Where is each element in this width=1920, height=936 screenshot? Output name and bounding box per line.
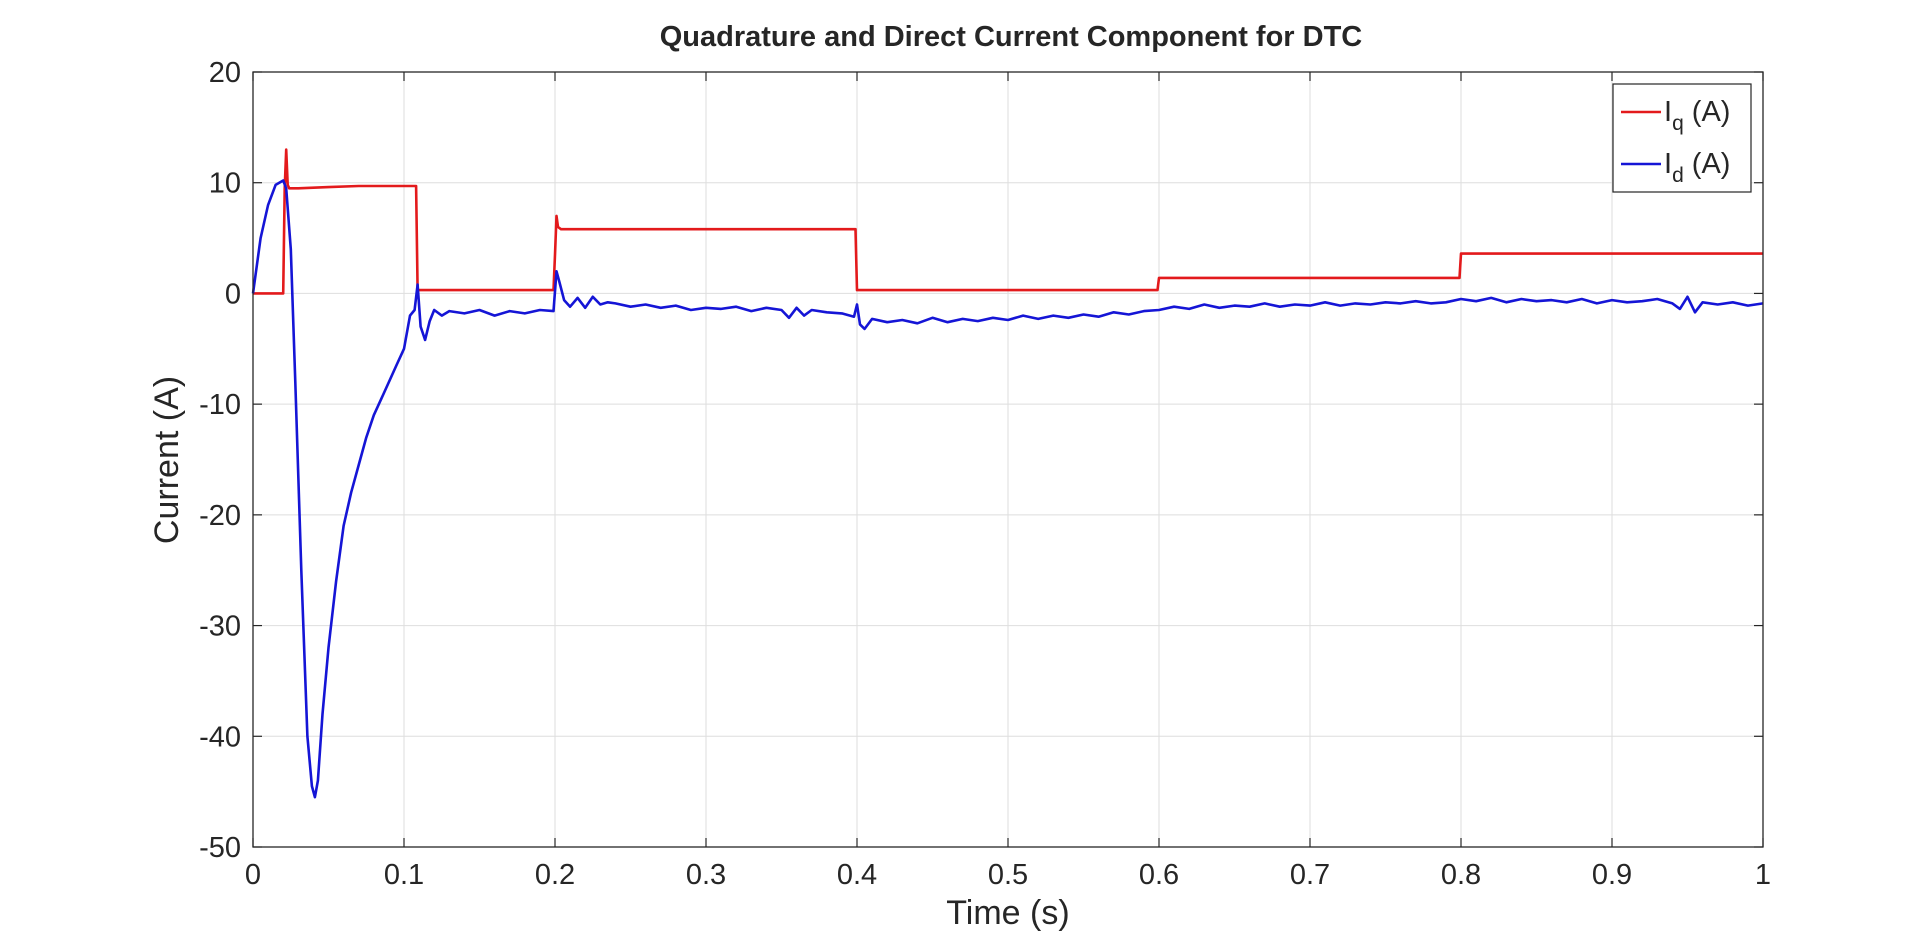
series-line-d	[251, 179, 1764, 799]
series-layer	[251, 148, 1764, 799]
x-tick-label: 0.7	[1290, 859, 1330, 891]
legend-label-q: Iq (A)	[1664, 96, 1730, 135]
series-line-q	[253, 148, 1763, 295]
x-tick-label: 0.3	[686, 859, 726, 891]
y-tick-label: 0	[225, 278, 241, 310]
x-tick-label: 0.6	[1139, 859, 1179, 891]
x-tick-label: 0.8	[1441, 859, 1481, 891]
x-axis-label: Time (s)	[946, 894, 1069, 932]
x-tick-label: 0.2	[535, 859, 575, 891]
y-axis-label: Current (A)	[148, 376, 186, 544]
y-tick-label: 10	[209, 168, 241, 200]
y-tick-label: 20	[209, 57, 241, 89]
y-tick-label: -20	[199, 500, 241, 532]
x-tick-labels: 0 0.1 0.2 0.3 0.4 0.5 0.6 0.7 0.8 0.9 1	[245, 859, 1771, 891]
x-tick-label: 0.1	[384, 859, 424, 891]
x-tick-label: 1	[1755, 859, 1771, 891]
x-tick-label: 0.5	[988, 859, 1028, 891]
plot-frame	[252, 71, 1764, 848]
x-tick-label: 0.4	[837, 859, 877, 891]
y-tick-label: -30	[199, 611, 241, 643]
chart-title: Quadrature and Direct Current Component …	[660, 21, 1363, 53]
x-tick-label: 0.9	[1592, 859, 1632, 891]
y-tick-labels: 20 10 0 -10 -20 -30 -40 -50	[199, 57, 241, 864]
legend-label-d: Id (A)	[1664, 148, 1730, 187]
y-tick-label: -50	[199, 832, 241, 864]
legend-box	[1612, 83, 1752, 193]
x-tick-label: 0	[245, 859, 261, 891]
y-tick-label: -40	[199, 721, 241, 753]
legend: Iq (A) Id (A)	[1612, 83, 1752, 193]
y-tick-label: -10	[199, 389, 241, 421]
